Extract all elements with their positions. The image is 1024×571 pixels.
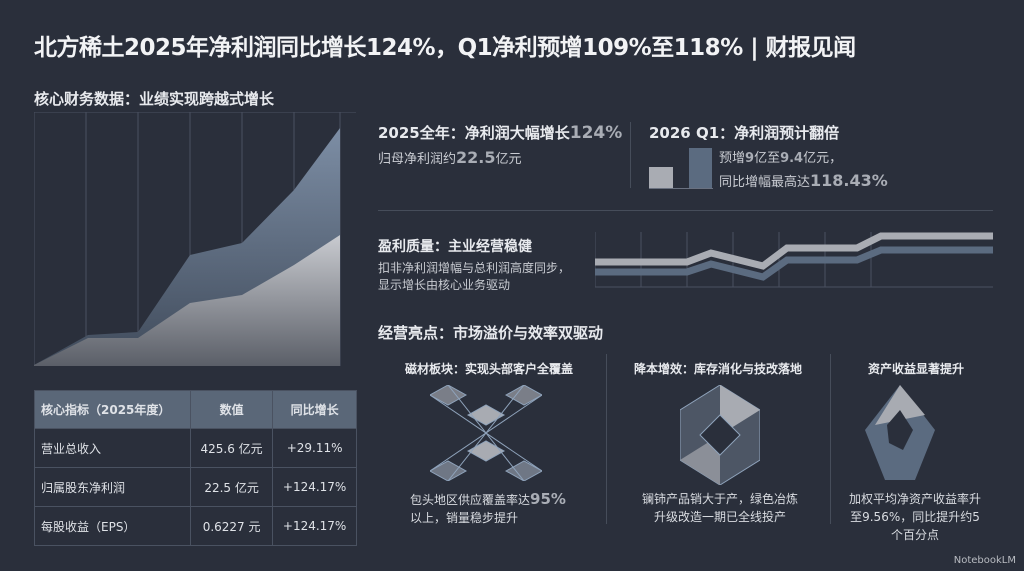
fy2025-unit: 亿元 xyxy=(495,152,522,167)
cell: 425.6 亿元 xyxy=(189,428,274,468)
v: 9.4 xyxy=(780,151,804,166)
cell: 营业总收入 xyxy=(34,428,191,468)
net-profit-line xyxy=(595,246,993,281)
divider xyxy=(378,210,993,211)
notebooklm-watermark: NotebookLM xyxy=(953,555,1016,566)
fy2025-heading-text: 2025全年：净利润大幅增长 xyxy=(378,124,570,142)
t: 以上，销量稳步提升 xyxy=(410,511,519,525)
highlight-text-magnets: 包头地区供应覆盖率达95% 以上，销量稳步提升 xyxy=(410,490,570,527)
highlight-text-cost: 镧铈产品销大于产，绿色冶炼升级改造一期已全线投产 xyxy=(641,492,798,524)
cell: +29.11% xyxy=(272,428,357,468)
highlight-title-roe: 资产收益显著提升 xyxy=(867,362,964,376)
table-row: 每股收益（EPS） 0.6227 元 +124.17% xyxy=(34,506,357,546)
page-title: 北方稀土2025年净利润同比增长124%，Q1净利预增109%至118% | 财… xyxy=(34,35,856,61)
lower-area xyxy=(34,235,340,366)
core-metrics-table: 核心指标（2025年度） 数值 同比增长 营业总收入 425.6 亿元 +29.11% … xyxy=(34,390,357,546)
divider xyxy=(830,354,831,524)
ring-icon xyxy=(865,385,935,480)
highlight-text-roe: 加权平均净资产收益率升至9.56%，同比提升约5个百分点 xyxy=(848,492,981,542)
highlight-title-cost: 降本增效：库存消化与技改落地 xyxy=(633,362,802,376)
v: 9 xyxy=(745,151,755,166)
fy2025-value: 22.5 xyxy=(456,148,496,167)
t: 亿元， xyxy=(803,151,843,166)
q1-line1: 预增9亿至9.4亿元， xyxy=(719,148,888,170)
q1-text: 预增9亿至9.4亿元， 同比增幅最高达118.43% xyxy=(719,148,888,194)
cell: 22.5 亿元 xyxy=(189,467,274,507)
fy2025-text: 归母净利润约22.5亿元 xyxy=(378,148,522,167)
q1-heading: 2026 Q1：净利润预计翻倍 xyxy=(649,124,840,142)
col-header: 同比增长 xyxy=(272,390,357,429)
highlights-heading: 经营亮点：市场溢价与效率双驱动 xyxy=(378,324,604,342)
quality-text: 扣非净利润增幅与总利润高度同步， 显示增长由核心业务驱动 xyxy=(378,260,570,294)
growth-area-graphic xyxy=(34,112,356,366)
fy2025-label: 归母净利润约 xyxy=(378,152,457,167)
q1-bar-prior xyxy=(649,167,673,189)
cell: +124.17% xyxy=(272,467,357,507)
divider xyxy=(606,354,607,524)
v: 95% xyxy=(530,490,566,508)
table-row: 归属股东净利润 22.5 亿元 +124.17% xyxy=(34,467,357,507)
cell: 归属股东净利润 xyxy=(34,467,191,507)
quality-line: 显示增长由核心业务驱动 xyxy=(378,278,511,292)
v: 118.43% xyxy=(810,171,888,190)
fy2025-pct: 124% xyxy=(569,123,623,143)
cell: +124.17% xyxy=(272,506,357,546)
q1-bar-baseline xyxy=(649,188,713,189)
section-subtitle: 核心财务数据：业绩实现跨越式增长 xyxy=(34,90,275,108)
col-header: 数值 xyxy=(189,390,274,429)
q1-bar-current xyxy=(689,148,712,189)
divider xyxy=(630,122,631,188)
t: 同比增幅最高达 xyxy=(719,175,811,190)
t: 亿至 xyxy=(754,151,781,166)
hexagon-prism-icon xyxy=(680,385,760,485)
quality-line: 扣非净利润增幅与总利润高度同步， xyxy=(378,261,571,275)
total-profit-line xyxy=(595,232,993,270)
cell: 0.6227 元 xyxy=(189,506,274,546)
cell: 每股收益（EPS） xyxy=(34,506,191,546)
table-row: 营业总收入 425.6 亿元 +29.11% xyxy=(34,428,357,468)
col-header: 核心指标（2025年度） xyxy=(34,390,191,429)
cube-lattice-icon xyxy=(430,385,542,481)
t: 预增 xyxy=(719,151,746,166)
fy2025-heading: 2025全年：净利润大幅增长124% xyxy=(378,122,622,143)
q1-line2: 同比增幅最高达118.43% xyxy=(719,170,888,194)
quality-heading: 盈利质量：主业经营稳健 xyxy=(378,239,532,255)
quality-line-graphic xyxy=(595,232,993,288)
highlight-title-magnets: 磁材板块：实现头部客户全覆盖 xyxy=(404,362,573,376)
t: 包头地区供应覆盖率达 xyxy=(410,493,531,507)
